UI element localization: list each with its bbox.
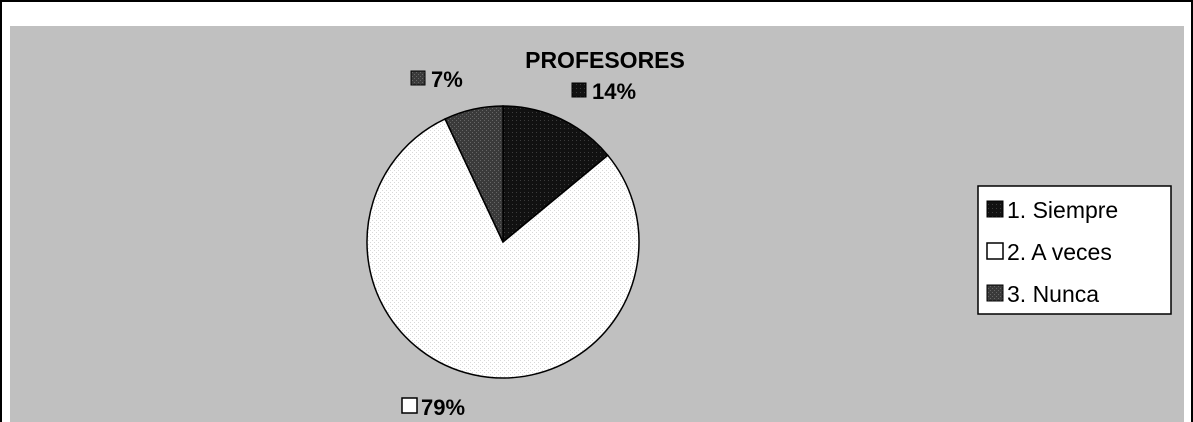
data-label-nunca-key-icon: [410, 70, 426, 86]
legend-swatch-siempre: [986, 200, 1004, 218]
legend-swatch-nunca: [986, 284, 1004, 302]
legend-label-siempre: 1. Siempre: [1007, 197, 1118, 223]
pie-slice-siempre: [502, 105, 609, 244]
legend-item-siempre: 1. Siempre: [986, 197, 1118, 223]
data-label-siempre-key-icon: [571, 82, 587, 98]
legend-label-nunca: 3. Nunca: [1007, 281, 1099, 307]
data-label-siempre: 14%: [571, 79, 636, 104]
legend-item-a-veces: 2. A veces: [986, 239, 1112, 265]
legend-item-nunca: 3. Nunca: [986, 281, 1099, 307]
chart-title: PROFESORES: [525, 47, 685, 73]
pie-slices: [366, 105, 640, 379]
data-label-a-veces-text: 79%: [421, 395, 465, 420]
data-label-a-veces: 79%: [401, 395, 465, 420]
data-label-nunca-text: 7%: [431, 67, 463, 92]
pie-slice-a-veces: [366, 117, 640, 379]
data-label-siempre-text: 14%: [592, 79, 636, 104]
legend-swatch-a-veces: [986, 242, 1004, 260]
legend: 1. Siempre 2. A veces 3. Nunca: [977, 185, 1172, 315]
legend-label-a-veces: 2. A veces: [1007, 239, 1112, 265]
data-label-nunca: 7%: [410, 67, 463, 92]
legend-box: [977, 185, 1172, 315]
data-label-a-veces-key-icon: [401, 397, 418, 414]
pie-slice-nunca: [444, 105, 504, 243]
